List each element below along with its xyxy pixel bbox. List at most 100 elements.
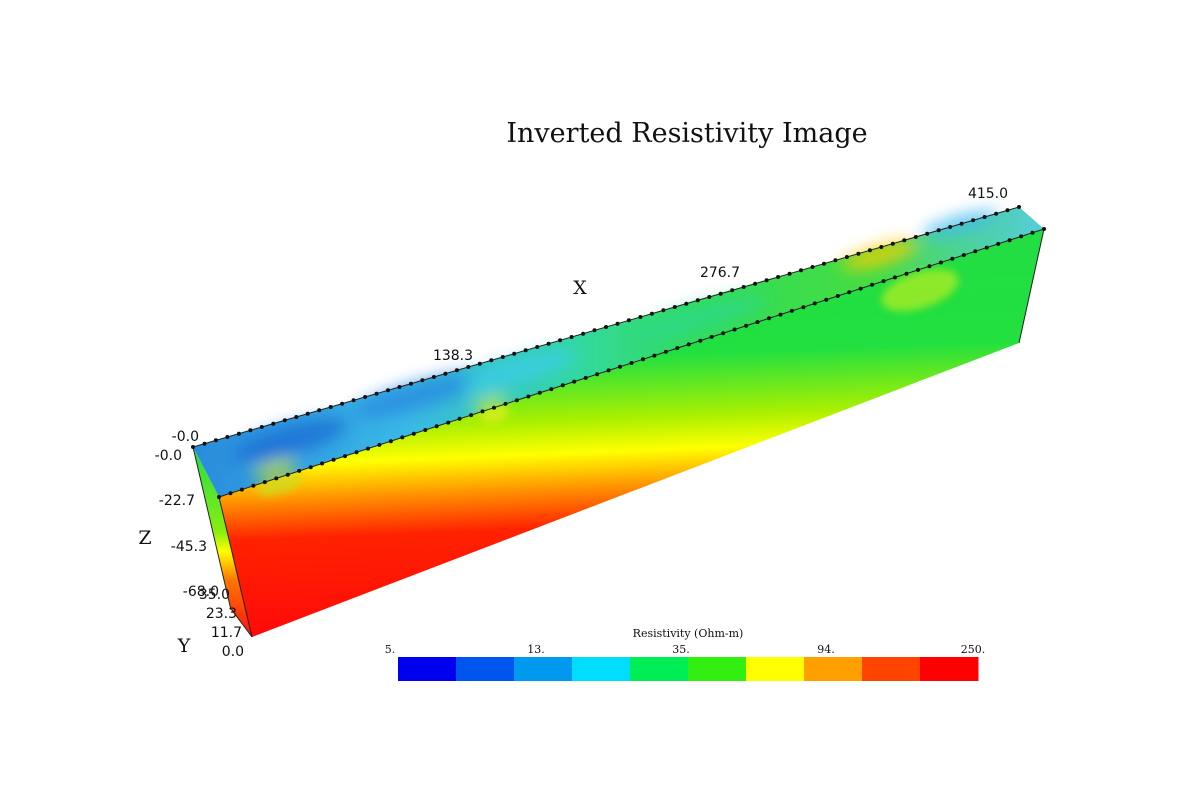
electrode-dot <box>595 372 600 377</box>
electrode-dot <box>961 253 966 258</box>
y-axis-letter: Y <box>177 635 191 657</box>
colorbar-tick-label: 94. <box>817 643 835 656</box>
electrode-dot <box>366 446 370 451</box>
x-tick-label: -0.0 <box>172 429 199 445</box>
colorbar-tick-label: 35. <box>672 643 690 656</box>
electrode-dot <box>936 228 941 233</box>
electrode-dot <box>638 315 643 319</box>
electrode-dot <box>812 301 817 306</box>
electrode-dot <box>400 435 405 440</box>
electrode-dot <box>1005 208 1010 213</box>
electrode-markers <box>191 205 1046 499</box>
electrode-dot <box>913 235 918 239</box>
y-tick-label: 35.0 <box>199 587 230 603</box>
electrode-dot <box>1030 230 1035 235</box>
electrode-dot <box>902 238 907 243</box>
electrode-dot <box>984 245 989 250</box>
colorbar-swatch <box>630 657 689 681</box>
electrode-dot <box>457 416 462 421</box>
electrode-dot <box>374 391 379 396</box>
electrode-dot <box>526 394 531 399</box>
electrode-dot <box>893 275 897 280</box>
z-axis-letter: Z <box>138 527 151 549</box>
y-tick-label: 23.3 <box>206 606 237 622</box>
electrode-dot <box>661 308 666 313</box>
electrode-dot <box>799 268 803 273</box>
electrode-dot <box>320 461 325 466</box>
electrode-dot <box>225 435 230 439</box>
electrode-dot <box>581 331 586 336</box>
electrode-dot <box>549 387 554 392</box>
colorbar-swatch <box>804 657 863 681</box>
electrode-dot <box>890 241 895 246</box>
electrode-dot <box>202 441 207 446</box>
colorbar-label: Resistivity (Ohm-m) <box>633 627 744 640</box>
electrode-dot <box>297 468 302 473</box>
electrode-dot <box>663 349 668 354</box>
colorbar-tick-label: 5. <box>385 643 396 656</box>
electrode-dot <box>454 368 459 373</box>
electrode-dot <box>925 231 930 236</box>
electrode-dot <box>776 275 781 279</box>
electrode-dot <box>948 225 953 229</box>
electrode-dot <box>340 401 345 406</box>
electrode-dot <box>343 454 347 459</box>
electrode-dot <box>537 390 542 395</box>
electrode-dot <box>492 405 496 410</box>
colorbar-tick-label: 250. <box>961 643 986 656</box>
colorbar-swatch <box>746 657 805 681</box>
electrode-dot <box>363 395 368 399</box>
electrode-dot <box>938 260 943 265</box>
electrode-dot <box>778 312 783 317</box>
z-tick-label: -45.3 <box>171 539 207 555</box>
colorbar: Resistivity (Ohm-m) 5. 13. 35. 94. 250. <box>385 627 986 681</box>
electrode-dot <box>695 298 700 303</box>
electrode-dot <box>388 439 393 444</box>
electrode-dot <box>217 495 221 499</box>
electrode-dot <box>675 346 680 351</box>
electrode-dot <box>285 472 290 477</box>
electrode-dot <box>317 408 322 413</box>
z-tick-label: -68.0 <box>183 584 219 600</box>
electrode-dot <box>994 211 999 216</box>
electrode-dot <box>560 383 565 388</box>
electrode-dot <box>755 320 760 325</box>
electrode-dot <box>684 301 689 306</box>
colorbar-tick-label: 13. <box>527 643 545 656</box>
y-tick-label: 11.7 <box>211 625 242 641</box>
electrode-dot <box>282 418 287 423</box>
electrode-dot <box>641 357 645 362</box>
colorbar-swatch <box>688 657 747 681</box>
electrode-dot <box>787 271 792 276</box>
electrode-dot <box>626 318 631 323</box>
electrode-dot <box>730 288 735 293</box>
electrode-dot <box>959 221 964 226</box>
electrode-dot <box>824 297 829 302</box>
electrode-dot <box>558 338 563 343</box>
x-tick-label: 415.0 <box>968 186 1008 202</box>
electrode-dot <box>466 365 471 369</box>
colorbar-swatch <box>572 657 631 681</box>
colorbar-swatch <box>456 657 515 681</box>
electrode-dot <box>514 398 519 403</box>
electrode-dot <box>500 355 505 359</box>
block-top-face <box>193 207 1044 497</box>
electrode-dot <box>305 411 310 416</box>
electrode-dot <box>480 409 485 414</box>
electrode-dot <box>867 248 872 253</box>
electrode-dot <box>615 321 620 326</box>
electrode-dot <box>569 335 574 339</box>
electrode-dot <box>606 368 611 373</box>
electrode-dot <box>535 345 540 349</box>
electrode-dot <box>1017 205 1021 209</box>
electrode-dot <box>592 328 597 333</box>
electrode-dot <box>629 361 634 365</box>
electrode-dot <box>443 371 448 376</box>
colorbar-swatch <box>862 657 921 681</box>
electrode-dot <box>835 294 840 298</box>
electrode-dot <box>709 334 714 339</box>
z-tick-label: -0.0 <box>155 448 182 464</box>
electrode-dot <box>996 241 1001 246</box>
block-left-face <box>193 447 252 637</box>
electrode-dot <box>354 450 359 455</box>
